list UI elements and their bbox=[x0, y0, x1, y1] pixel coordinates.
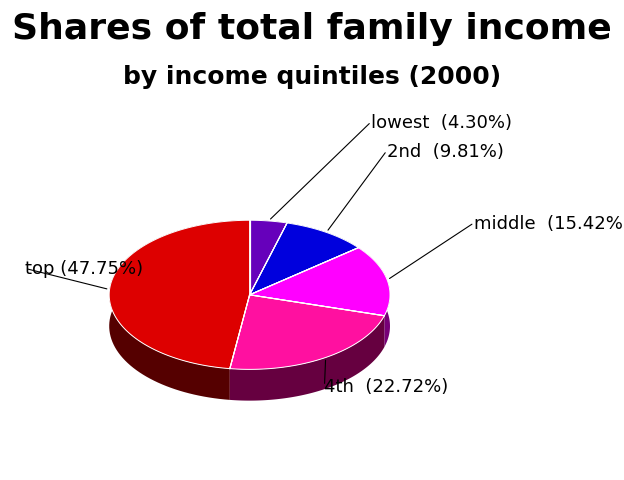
Polygon shape bbox=[230, 316, 384, 401]
Polygon shape bbox=[109, 221, 250, 369]
Polygon shape bbox=[250, 224, 358, 295]
Polygon shape bbox=[250, 248, 390, 316]
Text: top (47.75%): top (47.75%) bbox=[25, 260, 143, 278]
Polygon shape bbox=[230, 295, 384, 370]
Polygon shape bbox=[250, 221, 287, 295]
Text: 4th  (22.72%): 4th (22.72%) bbox=[324, 377, 449, 396]
Text: middle  (15.42%): middle (15.42%) bbox=[474, 214, 624, 232]
Text: Shares of total family income: Shares of total family income bbox=[12, 12, 612, 46]
Polygon shape bbox=[109, 221, 250, 400]
Polygon shape bbox=[287, 224, 358, 279]
Text: 2nd  (9.81%): 2nd (9.81%) bbox=[387, 142, 504, 160]
Polygon shape bbox=[358, 248, 390, 348]
Text: lowest  (4.30%): lowest (4.30%) bbox=[371, 113, 512, 132]
Polygon shape bbox=[250, 221, 287, 255]
Text: by income quintiles (2000): by income quintiles (2000) bbox=[123, 65, 501, 89]
